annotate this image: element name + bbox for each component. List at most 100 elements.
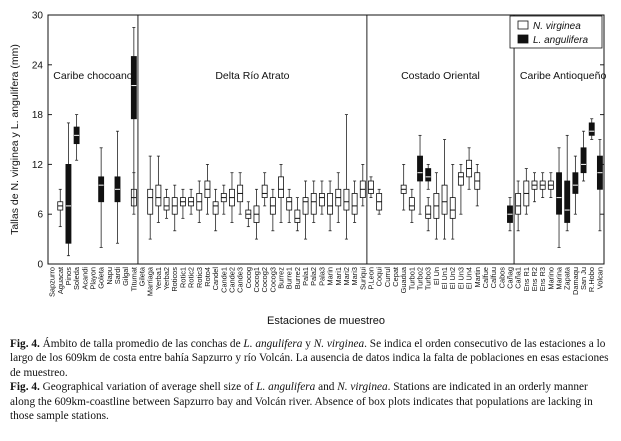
station-label: Acandi	[80, 267, 89, 290]
box	[588, 122, 595, 136]
station-label: San Ju	[579, 267, 588, 290]
station-label: Volcan	[595, 267, 604, 289]
box	[580, 147, 587, 174]
region-label: Costado Oriental	[401, 70, 480, 82]
box	[556, 172, 562, 215]
caption-es-text-3: . Se indica el orden consecutivo de las …	[10, 338, 609, 379]
caption-spanish: Fig. 4. Ámbito de talla promedio de las …	[10, 337, 610, 380]
station-label: Pala2	[309, 267, 318, 286]
box	[408, 197, 415, 211]
caption-es-text-2: y	[302, 338, 314, 350]
legend-label: L. angulifera	[533, 35, 588, 46]
station-label: Roticos	[170, 267, 179, 292]
box	[130, 56, 137, 120]
box-plot-chart: Caribe chocoano Delta Río Atrato Costado O…	[9, 11, 607, 328]
region-label: Caribe Antioqueño	[520, 70, 607, 82]
station-label: Cocog1	[252, 267, 261, 292]
station-label: Burrez	[277, 267, 286, 289]
box	[163, 197, 170, 211]
caption-en-text-3: . Stations are indicated in an orderly m…	[10, 381, 593, 423]
station-label: El Un	[432, 267, 441, 285]
station-label: Ens R3	[538, 267, 547, 291]
station-label: Caña1	[514, 267, 523, 289]
station-label: Ens R1	[522, 267, 531, 291]
y-tick-label: 6	[37, 210, 43, 221]
box	[351, 193, 358, 215]
station-label: Burre1	[285, 267, 294, 289]
box	[457, 172, 464, 186]
box	[449, 197, 456, 219]
station-label: Mari1	[334, 267, 343, 285]
caption-en-species-1: L. angulifera	[256, 381, 316, 394]
station-label: Cande2	[227, 267, 236, 293]
station-label: Turbo2	[416, 267, 425, 290]
station-label: Soleda	[72, 266, 81, 290]
box	[441, 184, 448, 215]
box	[343, 188, 350, 211]
legend: N. virginea L. angulifera	[509, 15, 603, 49]
station-label: Gilgal	[121, 267, 130, 286]
station-label: Cepat	[391, 267, 400, 287]
station-label: Goleta	[97, 266, 106, 289]
station-label: El Un4	[465, 267, 474, 289]
x-axis-label: Estaciones de muestreo	[267, 315, 385, 327]
box	[278, 176, 284, 199]
station-label: Cocog2	[260, 267, 269, 292]
station-label: El Un3	[456, 267, 465, 289]
station-label: Cande3	[236, 267, 245, 293]
box	[564, 180, 571, 223]
station-label: Marina	[555, 266, 564, 289]
station-label: Calfuu	[489, 267, 498, 288]
station-label: Cande1	[219, 267, 228, 293]
y-tick-label: 24	[32, 60, 44, 71]
station-label: R.Hobo	[587, 267, 596, 292]
box	[417, 155, 423, 182]
legend-swatch	[517, 34, 529, 44]
plot-frame	[47, 14, 605, 265]
station-label: Marin	[326, 267, 335, 285]
box	[515, 193, 522, 215]
box	[155, 184, 162, 207]
box	[318, 193, 325, 207]
y-tick-label: 12	[32, 160, 44, 171]
station-label: Zapata	[563, 266, 572, 290]
box	[310, 193, 317, 215]
y-tick-label: 30	[32, 11, 44, 22]
caption-en-species-2: N. virginea	[337, 381, 388, 394]
station-label: Rotic1	[178, 267, 187, 288]
station-label: El Un1	[440, 267, 449, 289]
legend-swatch	[517, 20, 529, 30]
station-label: Cocog	[244, 267, 253, 288]
station-label: Titumat	[129, 267, 138, 291]
box	[261, 184, 268, 198]
box	[98, 176, 105, 203]
station-label: Pinos	[64, 267, 73, 286]
station-label: Damaqu	[571, 267, 580, 295]
station-label: Marino	[546, 267, 555, 290]
caption-en-text-2: and	[315, 381, 338, 394]
station-label: Cañag	[505, 267, 514, 289]
box	[425, 205, 432, 219]
station-label: Cocog3	[268, 267, 277, 292]
station-label: Rotic3	[195, 267, 204, 288]
station-label: Suriqui	[358, 267, 367, 290]
station-label: Gileta	[138, 266, 147, 286]
caption-english: Fig. 4. Geographical variation of averag…	[10, 380, 610, 423]
box	[147, 188, 154, 215]
y-axis-label: Tallas de N. virginea y L. angulifera (m…	[9, 44, 21, 235]
figure: Caribe chocoano Delta Río Atrato Costado O…	[9, 11, 607, 328]
caption-es-label: Fig. 4.	[10, 338, 40, 350]
box	[572, 172, 579, 194]
caption-es-text-1: Ámbito de talla promedio de las conchas …	[39, 338, 244, 350]
station-label: Guadua	[399, 266, 408, 293]
station-label: Turbo3	[424, 267, 433, 290]
station-label: Calfue	[481, 267, 490, 288]
station-label: Pala3	[317, 267, 326, 286]
station-label: Playon	[88, 267, 97, 290]
box	[294, 209, 301, 223]
station-label: Rotic2	[187, 267, 196, 288]
region-label: Caribe chocoano	[53, 70, 133, 82]
box	[368, 180, 374, 194]
y-tick-label: 18	[32, 110, 44, 121]
station-label: Napu	[105, 267, 114, 285]
